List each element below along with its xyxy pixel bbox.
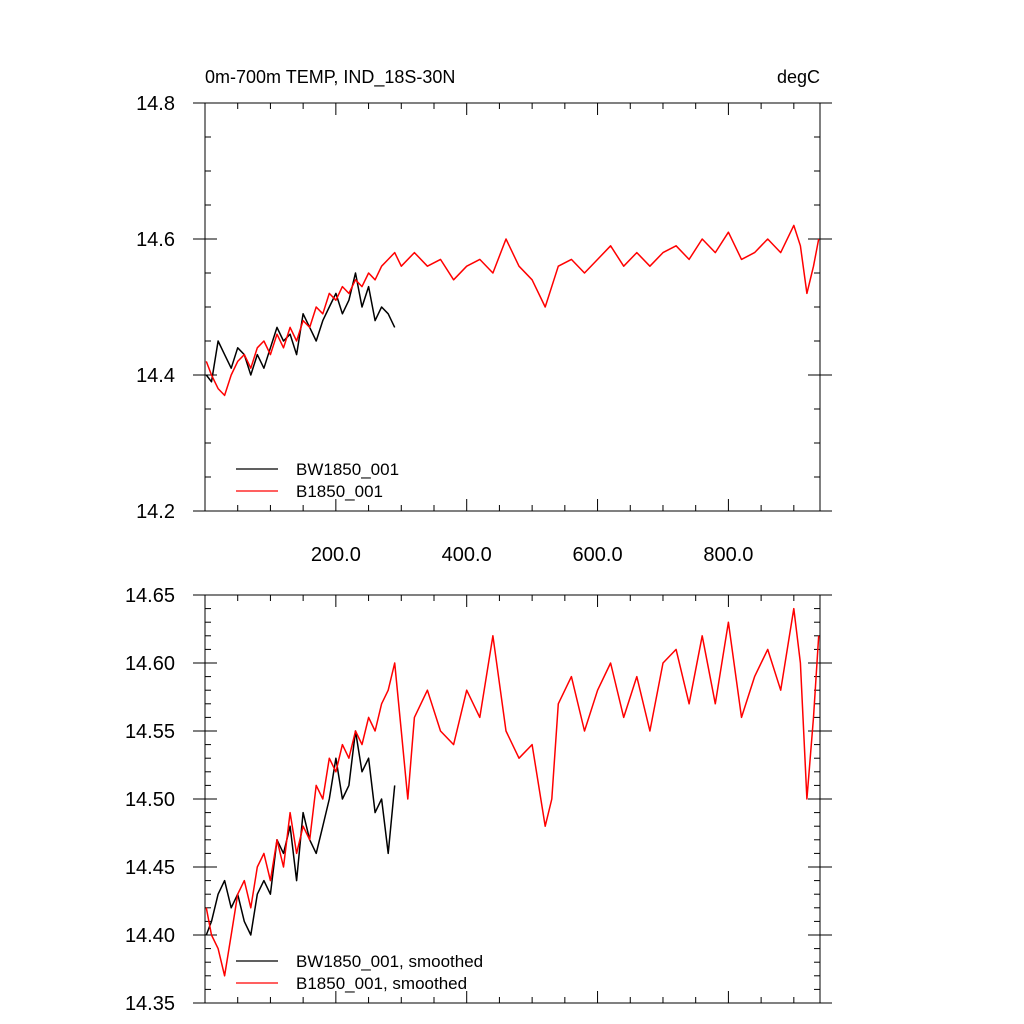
top-series-line-0 xyxy=(205,272,396,383)
bottom-y-tick-label: 14.40 xyxy=(125,925,175,947)
top-y-tick-label: 14.4 xyxy=(136,365,175,387)
top-plot-frame xyxy=(204,102,821,512)
top-panel-units: degC xyxy=(777,67,820,87)
top-y-tick-label: 14.6 xyxy=(136,229,175,251)
bottom-y-tick-label: 14.65 xyxy=(125,585,175,607)
bottom-legend: BW1850_001, smoothed B1850_001, smoothed xyxy=(236,952,483,993)
bottom-plot-area: 14.35 14.40 14.45 14.50 14.55 14.60 14.65 xyxy=(125,585,832,1015)
bottom-y-tick-label: 14.55 xyxy=(125,721,175,743)
bottom-series-line-1 xyxy=(205,607,820,977)
top-y-tick-label: 14.8 xyxy=(136,93,175,115)
legend-label-b1850-smoothed: B1850_001, smoothed xyxy=(296,974,467,993)
top-x-tick-label: 800.0 xyxy=(703,544,753,566)
bottom-y-tick-label: 14.50 xyxy=(125,789,175,811)
top-plot-area: 14.2 14.4 14.6 14.8 200.0 400.0 600.0 800.0 xyxy=(136,93,832,566)
top-panel: 0m-700m TEMP, IND_18S-30N degC 14.214.41… xyxy=(136,67,832,566)
bottom-y-tick-label: 14.60 xyxy=(125,653,175,675)
bottom-panel: 14.35 14.40 14.45 14.50 14.55 14.60 14.65 BW18… xyxy=(125,585,832,1015)
top-legend: BW1850_001 B1850_001 xyxy=(236,460,399,501)
top-grid-ticks xyxy=(193,102,832,512)
legend-label-bw1850: BW1850_001 xyxy=(296,460,399,479)
bottom-y-tick-label: 14.45 xyxy=(125,857,175,879)
bottom-plot-frame xyxy=(204,594,821,1004)
bottom-tick-labels: 14.35 14.40 14.45 14.50 14.55 14.60 14.65 xyxy=(125,585,175,1015)
bottom-y-tick-label: 14.35 xyxy=(125,993,175,1015)
top-x-tick-label: 400.0 xyxy=(442,544,492,566)
top-panel-title: 0m-700m TEMP, IND_18S-30N xyxy=(205,67,455,88)
top-y-tick-label: 14.2 xyxy=(136,501,175,523)
legend-label-b1850: B1850_001 xyxy=(296,482,383,501)
bottom-series-layer xyxy=(205,607,820,977)
top-x-tick-label: 200.0 xyxy=(311,544,361,566)
top-series-line-1 xyxy=(205,224,820,397)
top-x-tick-label: 600.0 xyxy=(573,544,623,566)
legend-label-bw1850-smoothed: BW1850_001, smoothed xyxy=(296,952,483,971)
top-tick-labels: 14.2 14.4 14.6 14.8 200.0 400.0 600.0 800.0 xyxy=(136,93,753,566)
top-series-layer xyxy=(205,224,820,397)
